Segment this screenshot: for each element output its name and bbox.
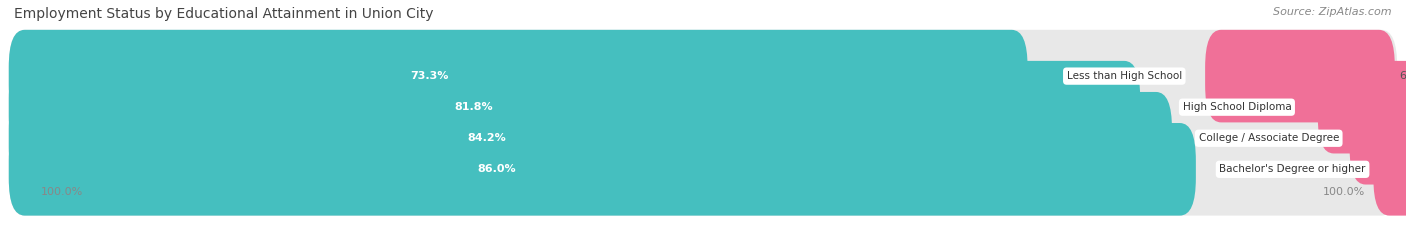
Text: Less than High School: Less than High School	[1067, 71, 1182, 81]
Text: 100.0%: 100.0%	[1323, 187, 1365, 197]
Text: College / Associate Degree: College / Associate Degree	[1198, 133, 1339, 143]
Text: 81.8%: 81.8%	[454, 102, 494, 112]
FancyBboxPatch shape	[8, 92, 1173, 185]
Bar	[14, 63, 1392, 89]
FancyBboxPatch shape	[8, 123, 1197, 216]
Text: 86.0%: 86.0%	[477, 164, 516, 174]
FancyBboxPatch shape	[1374, 123, 1406, 216]
FancyBboxPatch shape	[1205, 30, 1395, 122]
FancyBboxPatch shape	[8, 123, 1398, 216]
FancyBboxPatch shape	[1350, 92, 1406, 185]
Text: 6.7%: 6.7%	[1399, 71, 1406, 81]
FancyBboxPatch shape	[8, 61, 1398, 154]
Text: High School Diploma: High School Diploma	[1182, 102, 1291, 112]
Text: Employment Status by Educational Attainment in Union City: Employment Status by Educational Attainm…	[14, 7, 433, 21]
Bar	[14, 125, 1392, 151]
FancyBboxPatch shape	[8, 30, 1028, 122]
Text: 73.3%: 73.3%	[409, 71, 449, 81]
Text: Bachelor's Degree or higher: Bachelor's Degree or higher	[1219, 164, 1365, 174]
FancyBboxPatch shape	[8, 92, 1398, 185]
FancyBboxPatch shape	[8, 30, 1398, 122]
Text: Source: ZipAtlas.com: Source: ZipAtlas.com	[1274, 7, 1392, 17]
Bar	[14, 156, 1392, 182]
Text: 84.2%: 84.2%	[467, 133, 506, 143]
FancyBboxPatch shape	[1317, 61, 1406, 154]
Bar	[14, 94, 1392, 120]
FancyBboxPatch shape	[8, 61, 1140, 154]
Text: 100.0%: 100.0%	[41, 187, 83, 197]
